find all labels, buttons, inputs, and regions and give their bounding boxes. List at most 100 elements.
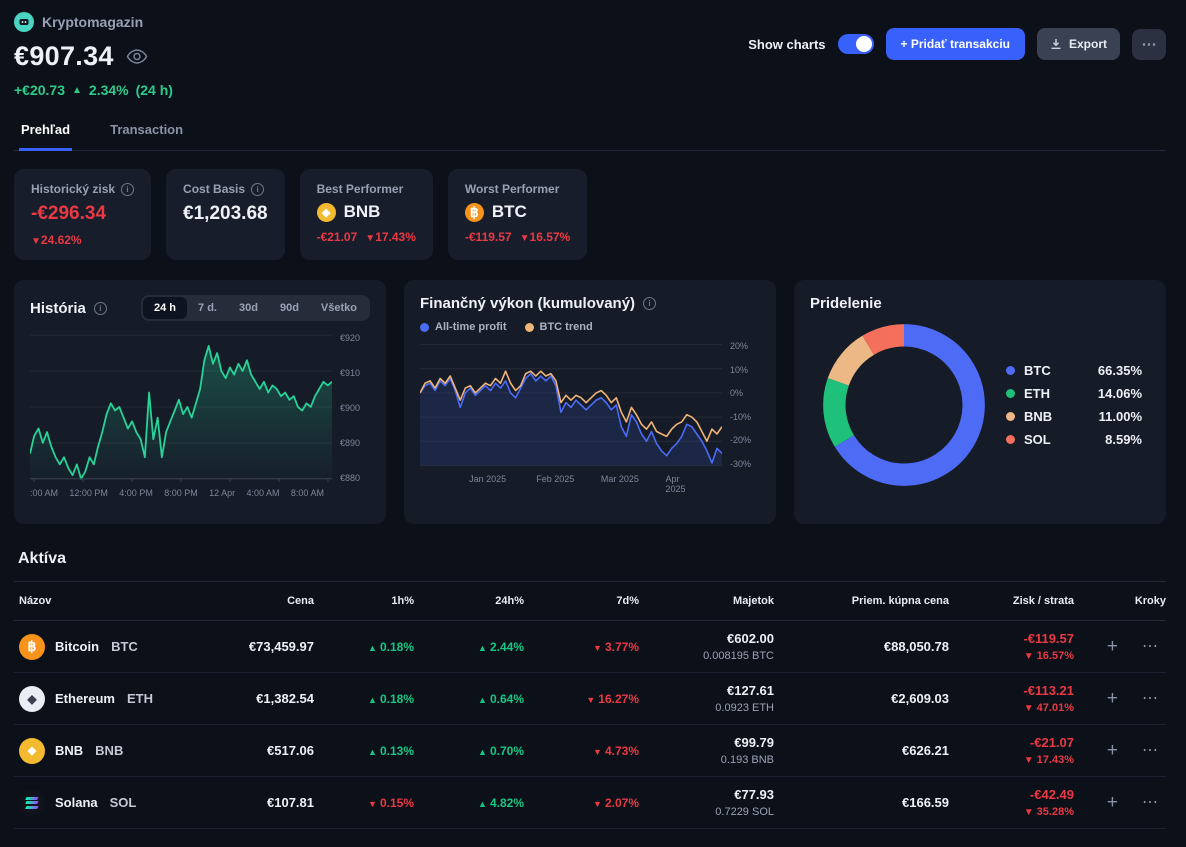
add-transaction-icon[interactable]: + bbox=[1106, 636, 1118, 657]
asset-holdings: €99.79 0.193 BNB bbox=[720, 735, 774, 766]
down-triangle-icon: ▼ bbox=[519, 233, 530, 244]
asset-price: €107.81 bbox=[267, 795, 314, 810]
avg-buy-price: €2,609.03 bbox=[891, 691, 949, 706]
range-button-90d[interactable]: 90d bbox=[279, 302, 299, 314]
cost-basis-value: €1,203.68 bbox=[183, 203, 268, 224]
legend-btc-trend: BTC trend bbox=[524, 321, 593, 333]
tab-transaction[interactable]: Transaction bbox=[110, 122, 184, 137]
main-tabs: Prehľad Transaction bbox=[14, 122, 1166, 151]
asset-price: €1,382.54 bbox=[256, 691, 314, 706]
stat-card-worst-performer: Worst Performer ฿ BTC -€119.57 ▼16.57% bbox=[447, 169, 588, 260]
sol-dot-icon bbox=[1006, 434, 1015, 444]
info-icon[interactable]: i bbox=[251, 182, 265, 196]
portfolio-dashboard: Kryptomagazin €907.34 +€20.73 ▲ 2.34% (2… bbox=[14, 12, 1166, 829]
column-header-cena[interactable]: Cena bbox=[287, 595, 314, 607]
blue-dot-icon bbox=[420, 322, 429, 332]
avg-buy-price: €626.21 bbox=[902, 743, 949, 758]
add-transaction-icon[interactable]: + bbox=[1106, 688, 1118, 709]
up-triangle-icon: ▲ bbox=[72, 84, 82, 96]
column-header-1h-[interactable]: 1h% bbox=[391, 595, 414, 607]
range-button-30d[interactable]: 30d bbox=[238, 302, 258, 314]
profit-loss: -€119.57 ▼ 16.57% bbox=[1023, 631, 1074, 662]
allocation-donut-chart bbox=[823, 323, 985, 486]
asset-name: BNB bbox=[55, 743, 84, 758]
column-header-24h-[interactable]: 24h% bbox=[495, 595, 524, 607]
allocation-legend: BTC 66.35% ETH 14.06% BNB 11.00% SOL 8.59% bbox=[1006, 355, 1142, 455]
kryptomagazin-logo-icon bbox=[14, 12, 34, 32]
performance-x-axis-labels: Jan 2025 Feb 2025 Mar 2025 Apr 2025 bbox=[469, 474, 686, 494]
row-more-icon[interactable]: ⋯ bbox=[1142, 741, 1158, 759]
portfolio-title-row: Kryptomagazin bbox=[14, 12, 173, 32]
down-triangle-icon: ▼ bbox=[31, 236, 41, 247]
column-header-majetok[interactable]: Majetok bbox=[733, 595, 774, 607]
asset-row-sol[interactable]: Solana SOL €107.81 ▼ 0.15% ▲ 4.82% ▼ 2.07% €77.93… bbox=[14, 777, 1166, 829]
change-7d: ▼ 16.27% bbox=[586, 691, 639, 706]
portfolio-name: Kryptomagazin bbox=[42, 14, 144, 30]
assets-table: Názov Cena 1h% 24h% 7d% Majetok Priem. kúpna c… bbox=[14, 581, 1166, 829]
profit-loss: -€113.21 ▼ 47.01% bbox=[1023, 683, 1074, 714]
bnb-dot-icon bbox=[1006, 411, 1015, 421]
export-button[interactable]: Export bbox=[1036, 28, 1120, 60]
asset-name-cell: ฿ Bitcoin BTC bbox=[14, 633, 214, 660]
more-options-button[interactable]: ⋯ bbox=[1132, 28, 1166, 60]
change-1h: ▲ 0.18% bbox=[368, 691, 414, 706]
asset-name: Ethereum bbox=[55, 691, 115, 706]
add-transaction-button[interactable]: + Pridať transakciu bbox=[885, 28, 1025, 60]
stat-card-cost-basis: Cost Basis i €1,203.68 bbox=[166, 169, 285, 260]
sol-coin-icon bbox=[19, 789, 45, 816]
change-24h: ▲ 0.70% bbox=[478, 743, 524, 758]
allocation-legend-sol: SOL 8.59% bbox=[1006, 432, 1142, 447]
historical-profit-value: -€296.34 bbox=[31, 203, 107, 224]
total-balance: €907.34 bbox=[14, 41, 114, 71]
info-icon[interactable]: i bbox=[121, 182, 135, 196]
row-actions: + ⋯ bbox=[1074, 637, 1166, 656]
asset-row-btc[interactable]: ฿ Bitcoin BTC €73,459.97 ▲ 0.18% ▲ 2.44% ▼ 3.77% €… bbox=[14, 621, 1166, 673]
btc-coin-icon: ฿ bbox=[19, 633, 45, 660]
performance-chart-card: Finančný výkon (kumulovaný) i All-time pr… bbox=[404, 280, 776, 524]
allocation-chart-card: Pridelenie BTC 66.35% ETH 14.06% BNB 11.00% SO… bbox=[794, 280, 1166, 524]
row-more-icon[interactable]: ⋯ bbox=[1142, 689, 1158, 707]
range-button-7d[interactable]: 7 d. bbox=[198, 302, 217, 314]
column-header-n-zov[interactable]: Názov bbox=[19, 595, 52, 607]
stat-card-best-performer: Best Performer ◆ BNB -€21.07 ▼17.43% bbox=[299, 169, 433, 260]
add-transaction-icon[interactable]: + bbox=[1106, 792, 1118, 813]
change-7d: ▼ 4.73% bbox=[593, 743, 639, 758]
legend-all-time-profit: All-time profit bbox=[420, 321, 507, 333]
eye-icon[interactable] bbox=[126, 49, 148, 64]
column-header-priem-k-pna-cena[interactable]: Priem. kúpna cena bbox=[851, 595, 949, 607]
column-header-kroky[interactable]: Kroky bbox=[1134, 595, 1166, 607]
info-icon[interactable]: i bbox=[93, 301, 107, 315]
allocation-legend-bnb: BNB 11.00% bbox=[1006, 409, 1142, 424]
asset-row-eth[interactable]: ◆ Ethereum ETH €1,382.54 ▲ 0.18% ▲ 0.64% ▼ 16.27%… bbox=[14, 673, 1166, 725]
avg-buy-price: €88,050.78 bbox=[883, 639, 949, 654]
column-header-zisk-strata[interactable]: Zisk / strata bbox=[1012, 595, 1074, 607]
bnb-coin-icon: ◆ bbox=[19, 737, 45, 764]
asset-holdings: €127.61 0.0923 ETH bbox=[715, 683, 774, 714]
portfolio-summary: Kryptomagazin €907.34 +€20.73 ▲ 2.34% (2… bbox=[14, 12, 173, 98]
performance-line-chart bbox=[420, 341, 722, 469]
row-more-icon[interactable]: ⋯ bbox=[1142, 637, 1158, 655]
range-button-24h[interactable]: 24 h bbox=[143, 297, 188, 319]
change-24h: ▲ 0.64% bbox=[478, 691, 524, 706]
assets-table-header: Názov Cena 1h% 24h% 7d% Majetok Priem. kúpna c… bbox=[14, 581, 1166, 621]
add-transaction-icon[interactable]: + bbox=[1106, 740, 1118, 761]
range-button-všetko[interactable]: Všetko bbox=[320, 302, 357, 314]
show-charts-toggle[interactable] bbox=[837, 34, 874, 54]
tab-prehlad[interactable]: Prehľad bbox=[19, 122, 73, 151]
asset-holdings: €602.00 0.008195 BTC bbox=[703, 631, 774, 662]
asset-holdings: €77.93 0.7229 SOL bbox=[715, 787, 774, 818]
header-controls: Show charts + Pridať transakciu Export ⋯ bbox=[748, 28, 1166, 60]
btc-dot-icon bbox=[1006, 365, 1015, 375]
history-x-axis-labels: :00 AM 12:00 PM 4:00 PM 8:00 PM 12 Apr 4:00 A… bbox=[30, 488, 324, 498]
asset-symbol: ETH bbox=[126, 691, 153, 706]
asset-row-bnb[interactable]: ◆ BNB BNB €517.06 ▲ 0.13% ▲ 0.70% ▼ 4.73% €99.79 0.… bbox=[14, 725, 1166, 777]
row-actions: + ⋯ bbox=[1074, 689, 1166, 708]
asset-name-cell: ◆ Ethereum ETH bbox=[14, 685, 214, 712]
change-1h: ▲ 0.18% bbox=[368, 639, 414, 654]
profit-loss: -€42.49 ▼ 35.28% bbox=[1023, 787, 1074, 818]
row-more-icon[interactable]: ⋯ bbox=[1142, 793, 1158, 811]
info-icon[interactable]: i bbox=[643, 297, 657, 310]
column-header-7d-[interactable]: 7d% bbox=[616, 595, 639, 607]
